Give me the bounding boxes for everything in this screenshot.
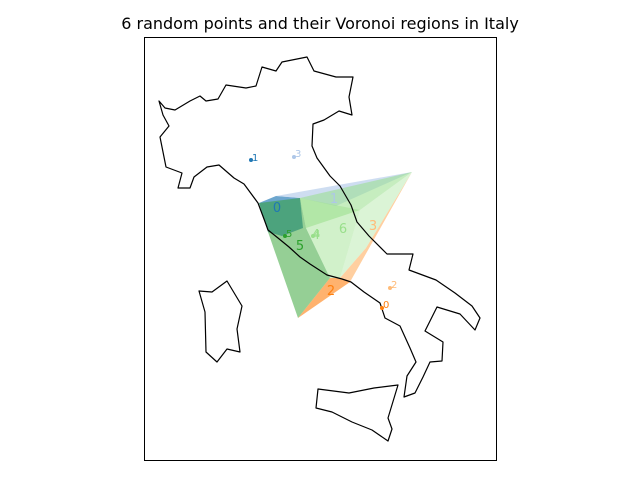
- region-label-2: 2: [327, 284, 335, 299]
- voronoi-region-4: [300, 198, 360, 278]
- italy-outline: [158, 56, 481, 442]
- point-marker-5: [283, 234, 287, 238]
- sicily-border: [315, 384, 399, 442]
- mainland-border: [158, 56, 481, 398]
- region-labels: 0 1 5 4 6 3 2: [273, 192, 377, 299]
- region-label-0: 0: [273, 201, 281, 216]
- voronoi-regions: [259, 172, 412, 318]
- point-marker-4: [311, 234, 315, 238]
- region-label-5: 5: [296, 239, 304, 254]
- point-label-2: 2: [391, 280, 397, 291]
- point-marker-2: [388, 286, 392, 290]
- point-marker-3: [292, 155, 296, 159]
- voronoi-region-3: [340, 172, 412, 282]
- voronoi-region-2: [298, 278, 350, 318]
- point-label-1: 1: [252, 153, 258, 164]
- sardinia-border: [198, 280, 243, 363]
- voronoi-region-6: [340, 172, 412, 278]
- region-label-1: 1: [330, 192, 338, 207]
- point-label-5: 5: [286, 229, 292, 240]
- point-label-4: 4: [314, 229, 320, 240]
- region-label-3: 3: [369, 219, 377, 234]
- sample-points: 1 3 5 4 2 0: [249, 149, 397, 311]
- point-label-0: 0: [383, 300, 389, 311]
- map-title: 6 random points and their Voronoi region…: [121, 14, 519, 33]
- point-marker-0: [380, 306, 384, 310]
- point-label-3: 3: [295, 149, 301, 160]
- region-label-6: 6: [339, 222, 347, 237]
- plot-frame: [144, 37, 497, 461]
- voronoi-region-5: [259, 198, 330, 318]
- point-marker-1: [249, 158, 253, 162]
- voronoi-region-upper-light: [300, 172, 412, 228]
- region-label-4: 4: [312, 228, 320, 243]
